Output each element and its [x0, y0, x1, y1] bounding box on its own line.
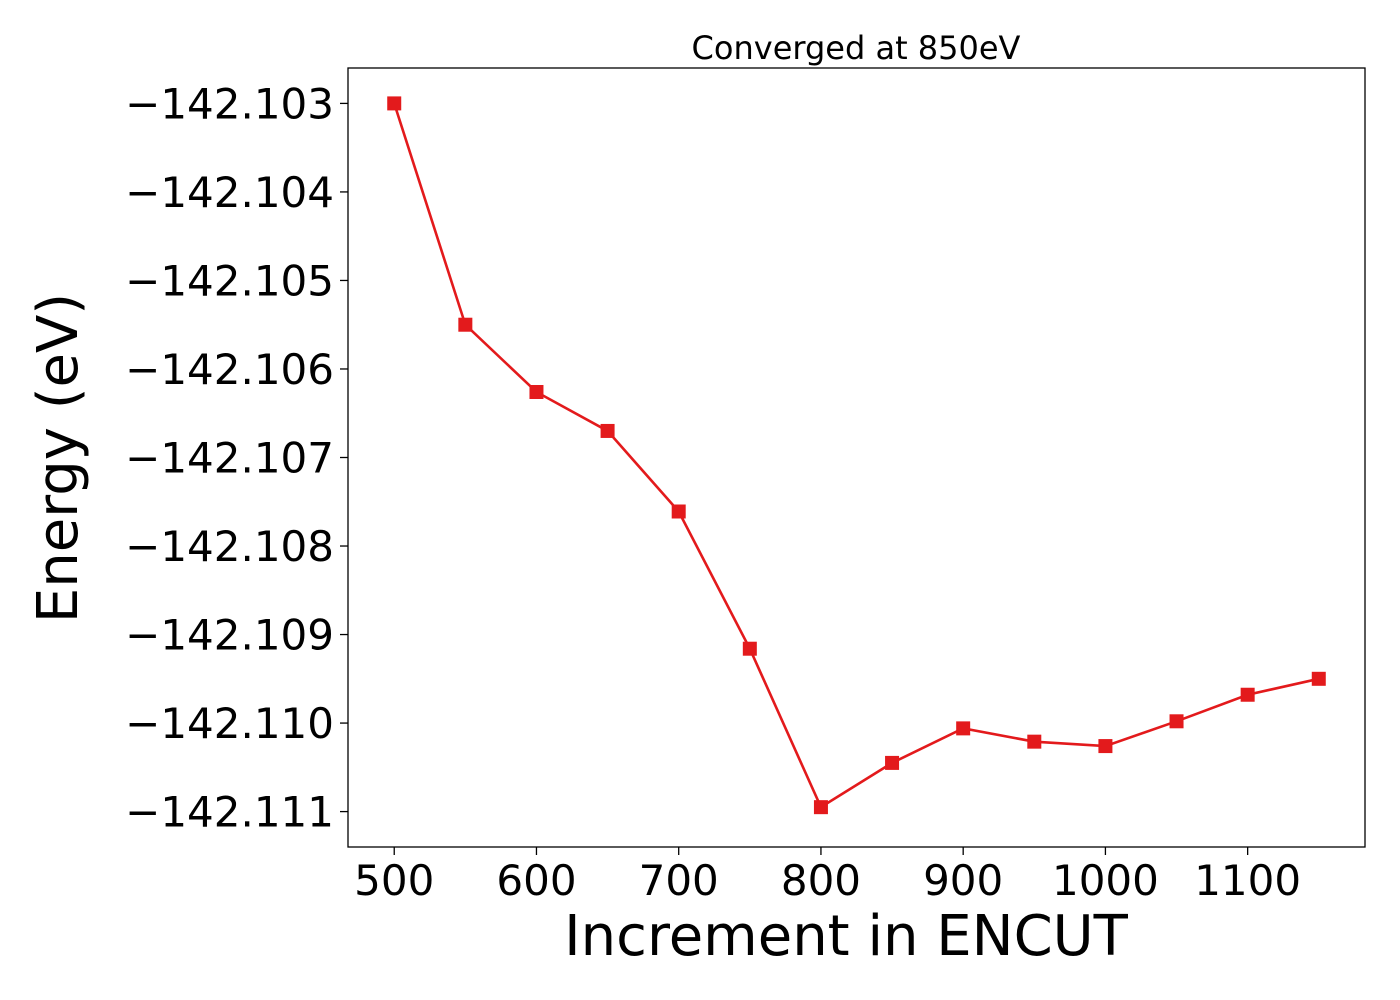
y-tick-label: −142.109 [125, 611, 334, 660]
y-tick-label: −142.106 [125, 345, 334, 394]
data-point [600, 423, 615, 438]
y-tick-label: −142.111 [125, 788, 334, 837]
x-tick-label: 1000 [1052, 856, 1159, 905]
data-point [742, 641, 757, 656]
x-tick-label: 900 [923, 856, 1003, 905]
data-point [387, 96, 402, 111]
data-point [671, 504, 686, 519]
x-tick-label: 700 [639, 856, 719, 905]
y-tick-label: −142.107 [125, 434, 334, 483]
data-point [529, 384, 544, 399]
y-tick-label: −142.104 [125, 168, 334, 217]
x-axis-title: Increment in ENCUT [564, 904, 1129, 969]
data-point [813, 800, 828, 815]
x-tick-label: 600 [496, 856, 576, 905]
chart-title: Converged at 850eV [692, 29, 1021, 67]
y-axis: −142.103 −142.104 −142.105 −142.106 −142.107… [125, 79, 348, 837]
series-line [392, 103, 1320, 810]
data-point [1240, 687, 1255, 702]
data-point [458, 317, 473, 332]
data-point [1169, 714, 1184, 729]
plot-content [387, 96, 1326, 815]
x-tick-label: 500 [354, 856, 434, 905]
x-axis: 500 600 700 800 900 1000 1100 [354, 847, 1301, 905]
data-point [956, 721, 971, 736]
y-tick-label: −142.103 [125, 79, 334, 128]
y-tick-label: −142.108 [125, 522, 334, 571]
data-point [1311, 671, 1326, 686]
plot-frame [347, 67, 1366, 848]
y-tick-label: −142.105 [125, 256, 334, 305]
y-axis-title: Energy (eV) [26, 293, 91, 623]
data-point [1098, 739, 1113, 754]
y-tick-label: −142.110 [125, 699, 334, 748]
data-point [885, 755, 900, 770]
data-point [1027, 734, 1042, 749]
x-tick-label: 1100 [1194, 856, 1301, 905]
x-tick-label: 800 [781, 856, 861, 905]
